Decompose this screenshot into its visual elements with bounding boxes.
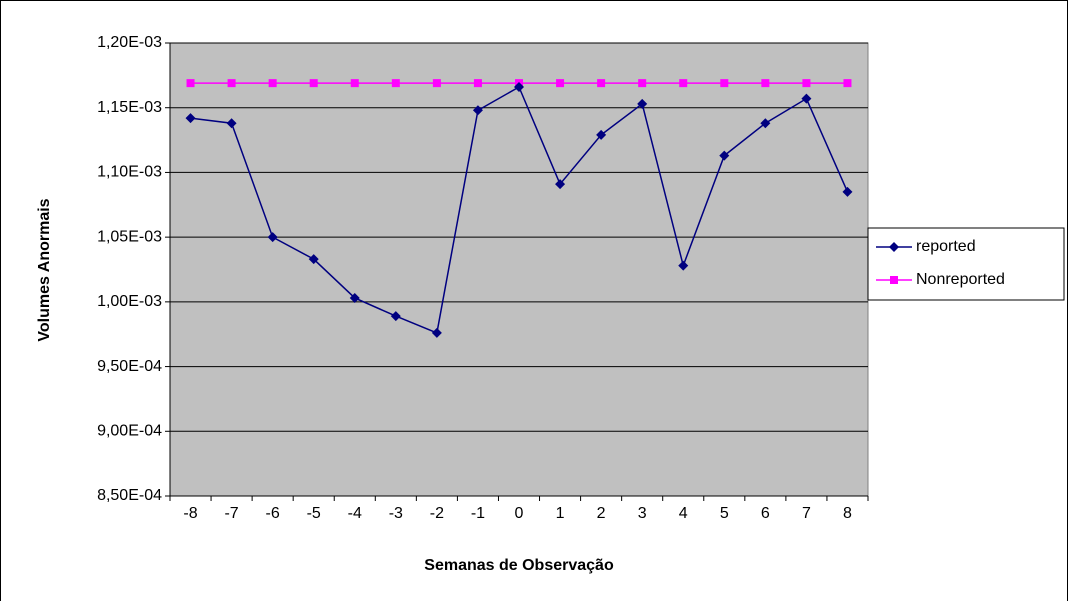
marker [390,311,401,322]
marker [678,260,689,271]
y-tick-label: 1,10E-03 [97,164,162,181]
marker [842,186,853,197]
marker [556,79,565,88]
marker [720,79,729,88]
x-tick-label: -5 [307,505,321,522]
marker [267,232,278,243]
marker [186,79,195,88]
marker [349,292,360,303]
marker [843,79,852,88]
marker [637,98,648,109]
legend-label: reported [916,238,976,255]
y-tick-label: 9,50E-04 [97,358,162,375]
marker [350,79,359,88]
y-axis-title: Volumes Anormais [36,198,53,341]
legend-marker [890,276,898,284]
x-tick-label: 3 [638,505,647,522]
x-tick-label: 5 [720,505,729,522]
marker [227,79,236,88]
marker [761,79,770,88]
marker [802,79,811,88]
marker [638,79,647,88]
x-tick-label: -7 [224,505,238,522]
x-tick-label: -1 [471,505,485,522]
marker [432,79,441,88]
y-tick-label: 9,00E-04 [97,423,162,440]
marker [226,118,237,129]
marker [431,327,442,338]
marker [597,79,606,88]
x-tick-label: -6 [266,505,280,522]
plot-area [169,42,869,497]
y-tick-label: 1,05E-03 [97,228,162,245]
marker [185,113,196,124]
y-tick-label: 8,50E-04 [97,487,162,504]
x-tick-label: 0 [515,505,524,522]
marker [719,150,730,161]
legend [867,227,1065,301]
x-tick-label: -4 [348,505,362,522]
x-tick-label: -3 [389,505,403,522]
marker [309,79,318,88]
marker [555,179,566,190]
marker [268,79,277,88]
marker [308,254,319,265]
marker [801,93,812,104]
y-tick-label: 1,15E-03 [97,99,162,116]
legend-label: Nonreported [916,271,1005,288]
x-tick-label: -2 [430,505,444,522]
y-tick-label: 1,20E-03 [97,34,162,51]
marker [679,79,688,88]
x-tick-label: 4 [679,505,688,522]
y-tick-label: 1,00E-03 [97,293,162,310]
x-tick-label: 8 [843,505,852,522]
marker [514,82,524,93]
x-tick-label: 1 [556,505,565,522]
marker [760,118,771,129]
x-tick-label: 6 [761,505,770,522]
x-axis-title: Semanas de Observação [424,557,614,574]
legend-marker [889,242,899,252]
x-tick-label: -8 [183,505,197,522]
marker [391,79,400,88]
x-tick-label: 7 [802,505,811,522]
marker [472,105,483,116]
x-tick-label: 2 [597,505,606,522]
marker [596,129,607,140]
marker [473,79,482,88]
